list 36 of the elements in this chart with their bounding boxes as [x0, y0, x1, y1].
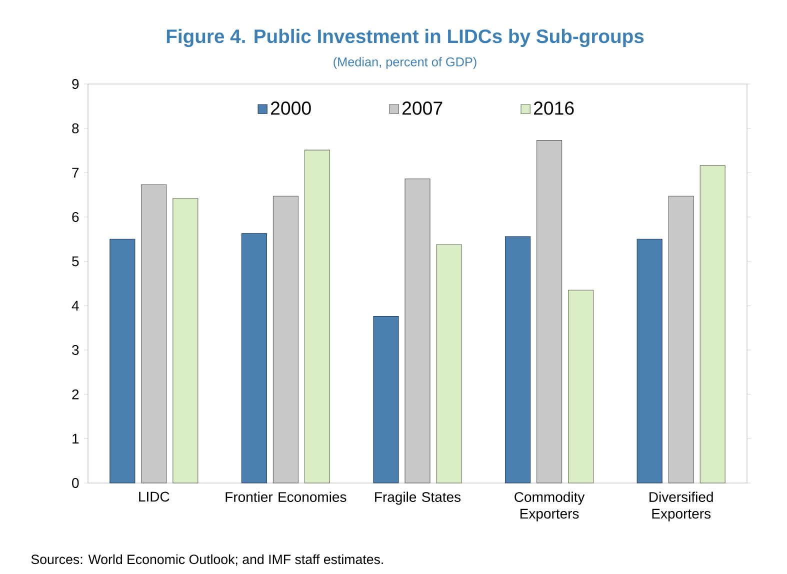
- y-tick-label: 6: [72, 212, 79, 222]
- chart-subtitle: (Median, percent of GDP): [334, 57, 476, 69]
- bar: [700, 165, 726, 484]
- bar: [373, 316, 399, 484]
- bar: [636, 238, 662, 484]
- bar: [668, 196, 694, 484]
- y-tick-label: 4: [72, 300, 79, 310]
- y-tick-label: 1: [72, 434, 79, 444]
- bar: [110, 238, 136, 484]
- chart-title: Figure 4. Public Investment in LIDCs by Sub-groups: [166, 28, 644, 48]
- bar: [505, 236, 531, 484]
- legend-label: 2016: [534, 102, 574, 115]
- bar: [272, 196, 298, 484]
- bar: [568, 290, 594, 484]
- y-tick-label: 5: [72, 256, 79, 266]
- x-tick-label: LIDC: [139, 492, 170, 502]
- source-note: Sources: World Economic Outlook; and IMF staff estimates.: [31, 554, 383, 566]
- legend-label: 2000: [271, 102, 311, 115]
- bar: [404, 178, 430, 484]
- bar: [172, 198, 198, 484]
- y-tick-label: 9: [72, 79, 79, 89]
- bar: [241, 233, 267, 484]
- y-tick-label: 8: [72, 123, 79, 134]
- bar: [141, 184, 167, 484]
- bar: [436, 244, 462, 484]
- y-tick-label: 7: [72, 168, 79, 178]
- x-tick-label: Fragile States: [375, 492, 461, 505]
- x-tick-label: Frontier Economies: [226, 492, 346, 502]
- y-tick-label: 0: [72, 478, 79, 488]
- y-tick-label: 3: [72, 345, 79, 355]
- bar: [304, 150, 330, 484]
- bar: [536, 140, 562, 484]
- legend-label: 2007: [402, 102, 442, 115]
- x-tick-label: Commodity Exporters: [514, 492, 585, 522]
- x-tick-label: Diversified Exporters: [650, 492, 713, 522]
- y-tick-label: 2: [72, 389, 79, 400]
